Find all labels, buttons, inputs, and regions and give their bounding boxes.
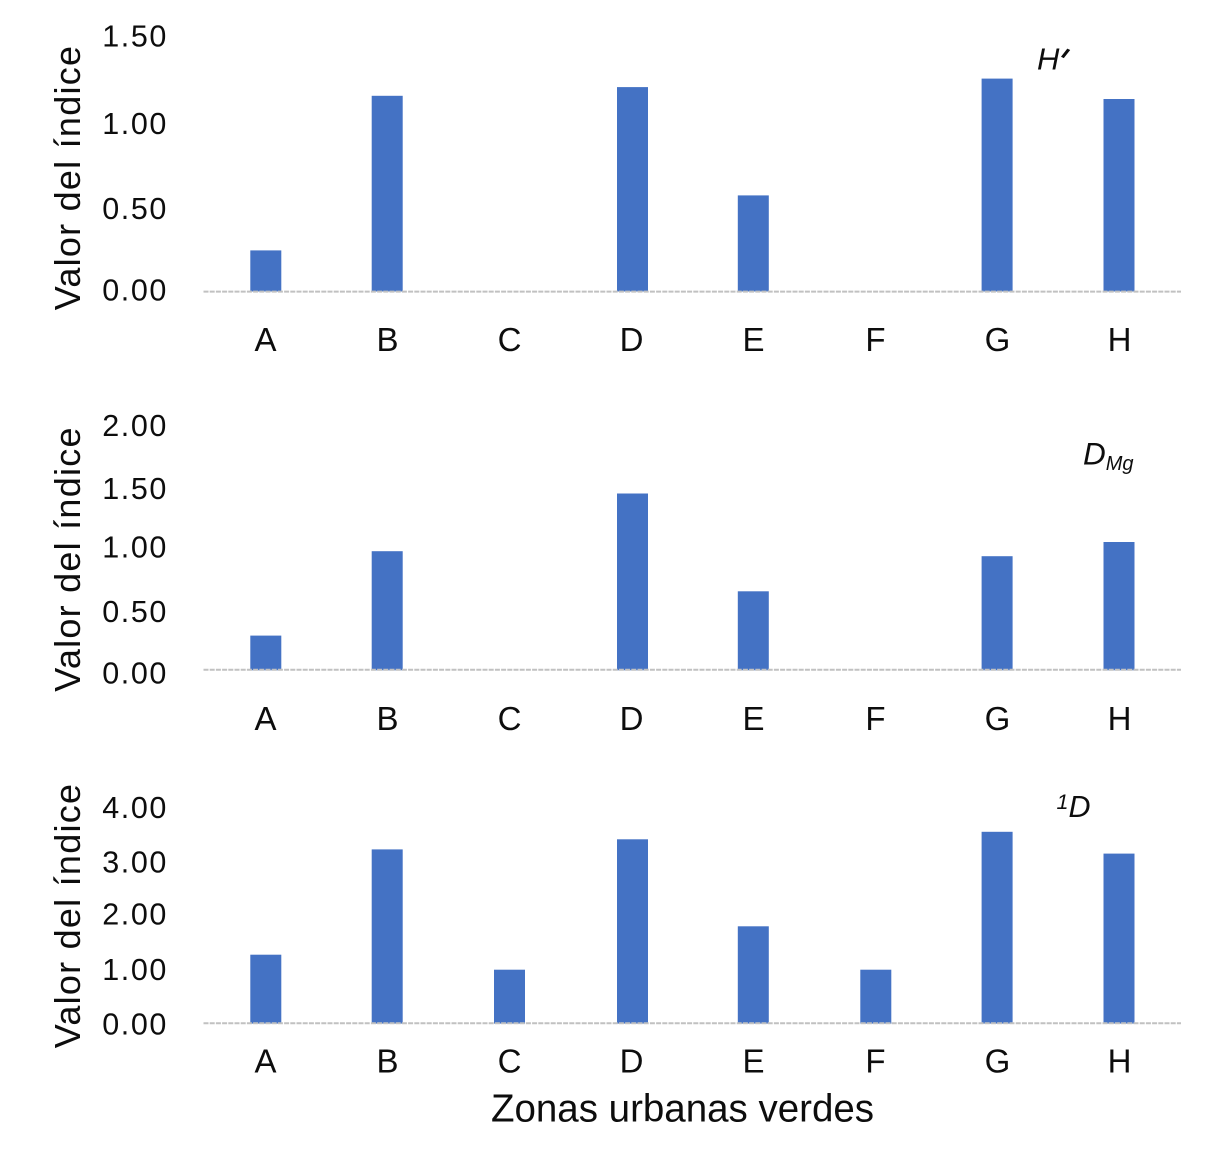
svg-text:E: E <box>742 700 764 737</box>
svg-text:D: D <box>620 1043 644 1080</box>
svg-text:G: G <box>985 321 1011 358</box>
svg-text:H: H <box>1037 42 1060 77</box>
svg-text:F: F <box>865 321 885 358</box>
svg-text:1.50: 1.50 <box>102 20 168 54</box>
svg-text:0.00: 0.00 <box>102 274 168 308</box>
svg-text:C: C <box>498 321 522 358</box>
svg-text:1.00: 1.00 <box>102 953 168 987</box>
svg-text:C: C <box>498 700 522 737</box>
svg-text:G: G <box>985 1043 1011 1080</box>
svg-text:B: B <box>376 1043 398 1080</box>
svg-text:2.00: 2.00 <box>102 898 168 932</box>
svg-text:E: E <box>742 321 764 358</box>
svg-text:A: A <box>254 321 276 358</box>
svg-text:0.00: 0.00 <box>102 657 168 691</box>
svg-text:C: C <box>498 1043 522 1080</box>
svg-text:D: D <box>620 321 644 358</box>
svg-text:0.50: 0.50 <box>102 595 168 629</box>
svg-text:H: H <box>1108 1043 1132 1080</box>
svg-text:0.00: 0.00 <box>102 1008 168 1042</box>
svg-text:3.00: 3.00 <box>102 846 168 880</box>
svg-text:E: E <box>742 1043 764 1080</box>
svg-text:H: H <box>1108 700 1132 737</box>
svg-text:1.50: 1.50 <box>102 472 168 506</box>
svg-text:H: H <box>1108 321 1132 358</box>
svg-text:0.50: 0.50 <box>102 192 168 226</box>
svg-text:A: A <box>254 1043 276 1080</box>
svg-text:B: B <box>376 700 398 737</box>
svg-text:B: B <box>376 321 398 358</box>
svg-text:1.00: 1.00 <box>102 531 168 565</box>
svg-text:Zonas urbanas verdes: Zonas urbanas verdes <box>491 1088 874 1131</box>
svg-text:G: G <box>985 700 1011 737</box>
svg-text:1.00: 1.00 <box>102 107 168 141</box>
svg-text:Valor del índice: Valor del índice <box>47 45 88 310</box>
svg-text:1D: 1D <box>1057 790 1091 824</box>
svg-text:2.00: 2.00 <box>102 409 168 443</box>
svg-text:A: A <box>254 700 276 737</box>
svg-text:D: D <box>620 700 644 737</box>
svg-text:4.00: 4.00 <box>102 791 168 825</box>
svg-text:Valor del índice: Valor del índice <box>47 783 88 1048</box>
svg-text:F: F <box>865 700 885 737</box>
svg-text:F: F <box>865 1043 885 1080</box>
svg-text:Valor del índice: Valor del índice <box>47 426 88 691</box>
